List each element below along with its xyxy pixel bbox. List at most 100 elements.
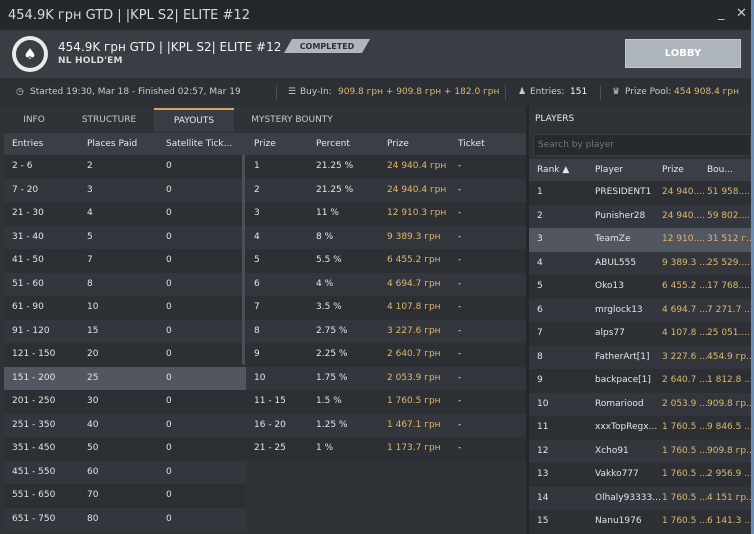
rank-cell: 13 (537, 469, 549, 479)
player-row[interactable]: 6 mrglock13 4 694.7 ... 7 271.7 ... (529, 298, 751, 322)
player-row[interactable]: 15 Nanu1976 1 760.5 ... 6 141.3 ... (529, 510, 751, 534)
col-player[interactable]: Player (595, 165, 624, 175)
satellite-cell: 0 (166, 443, 172, 453)
col-rank[interactable]: Rank ▲ (537, 165, 570, 175)
bounty-cell: 31 512 г... (707, 234, 751, 244)
place-cell: 21 - 25 (254, 443, 286, 453)
tab-payouts[interactable]: PAYOUTS (154, 108, 234, 132)
place-cell: 9 (254, 349, 260, 359)
places-paid-cell: 50 (87, 443, 99, 453)
window-frame-edge (751, 0, 754, 534)
title-bar: 454.9K грн GTD | |KPL S2| ELITE #12 _ ✕ (0, 0, 754, 30)
col-entries[interactable]: Entries (12, 139, 44, 149)
col-places-paid[interactable]: Places Paid (87, 139, 138, 149)
payout-row[interactable]: 121 - 150 20 0 9 2.25 % 2 640.7 грн - (4, 343, 526, 367)
player-row[interactable]: 4 ABUL555 9 389.3 ... 25 529.... (529, 251, 751, 275)
payout-row[interactable]: 91 - 120 15 0 8 2.75 % 3 227.6 грн - (4, 319, 526, 343)
col-prize-place[interactable]: Prize (254, 139, 276, 149)
prize-cell: 24 940.4 грн (387, 161, 447, 171)
player-row[interactable]: 11 xxxTopRegx... 1 760.5 ... 9 846.5 ... (529, 416, 751, 440)
table-scrollbar[interactable] (242, 155, 245, 365)
player-row[interactable]: 5 Oko13 6 455.2 ... 17 768.... (529, 275, 751, 299)
ticket-cell: - (458, 396, 462, 406)
player-prize-cell: 6 455.2 ... (662, 281, 708, 291)
prize-cell: 2 053.9 грн (387, 372, 441, 383)
prize-cell: 4 694.7 грн (387, 278, 441, 289)
prize-row-bg (246, 343, 526, 367)
player-row[interactable]: 9 backpace[1] 2 640.7 ... 1 812.8 ... (529, 369, 751, 393)
player-row[interactable]: 13 Vakko777 1 760.5 ... 2 956.9 ... (529, 463, 751, 487)
payout-row[interactable]: 2 - 6 2 0 1 21.25 % 24 940.4 грн - (4, 155, 526, 179)
payout-row[interactable]: 61 - 90 10 0 7 3.5 % 4 107.8 грн - (4, 296, 526, 320)
player-row[interactable]: 8 FatherArt[1] 3 227.6 ... 454.9 гр... (529, 345, 751, 369)
player-prize-cell: 4 694.7 ... (662, 304, 708, 315)
entries-cell: 21 - 30 (12, 208, 44, 218)
col-ticket[interactable]: Ticket (458, 139, 485, 149)
payout-row[interactable]: 201 - 250 30 0 11 - 15 1.5 % 1 760.5 грн - (4, 390, 526, 414)
panel-divider (526, 106, 529, 534)
user-icon: ♟ (518, 87, 527, 97)
payout-row[interactable]: 251 - 350 40 0 16 - 20 1.25 % 1 467.1 грн - (4, 413, 526, 437)
player-row[interactable]: 3 TeamZe 12 910.... 31 512 г... (529, 228, 751, 252)
col-satellite-tickets[interactable]: Satellite Tick... (166, 139, 233, 149)
payout-row[interactable]: 21 - 30 4 0 3 11 % 12 910.3 грн - (4, 202, 526, 226)
entries-cell: 251 - 350 (12, 419, 56, 430)
tab-structure[interactable]: STRUCTURE (81, 115, 137, 125)
trophy-icon: ♛ (612, 87, 621, 97)
places-paid-cell: 7 (87, 255, 93, 265)
col-prize-amount[interactable]: Prize (387, 139, 409, 149)
tab-info[interactable]: INFO (23, 115, 45, 125)
player-row[interactable]: 1 PRESIDENT1 24 940.... 51 958.... (529, 181, 751, 205)
percent-cell: 1.25 % (316, 419, 348, 430)
payout-row[interactable]: 41 - 50 7 0 5 5.5 % 6 455.2 грн - (4, 249, 526, 273)
close-button[interactable]: ✕ (736, 6, 747, 21)
rank-cell: 8 (537, 351, 543, 362)
payout-row[interactable]: 151 - 200 25 0 10 1.75 % 2 053.9 грн - (4, 366, 526, 390)
divider (600, 85, 601, 100)
player-name-cell: ABUL555 (595, 257, 637, 268)
places-paid-cell: 8 (87, 278, 93, 289)
ticket-cell: - (458, 302, 462, 312)
payout-row[interactable]: 451 - 550 60 0 (4, 460, 526, 484)
prize-cell: 4 107.8 грн (387, 302, 441, 312)
schedule-text: Started 19:30, Mar 18 - Finished 02:57, … (30, 87, 241, 97)
payout-row[interactable]: 651 - 750 80 0 (4, 507, 526, 530)
player-row[interactable]: 10 Romariood 2 053.9 ... 909.8 гр... (529, 392, 751, 416)
players-panel: PLAYERS Rank ▲ Player Prize Bou... 1 PRES… (529, 106, 751, 534)
payout-row[interactable]: 551 - 650 70 0 (4, 484, 526, 508)
places-paid-cell: 40 (87, 419, 99, 430)
places-paid-cell: 10 (87, 302, 99, 312)
prize-row-bg (246, 225, 526, 249)
prize-cell: 1 467.1 грн (387, 419, 441, 430)
player-search-input[interactable] (533, 134, 751, 156)
player-row[interactable]: 2 Punisher28 24 940.... 59 802.... (529, 204, 751, 228)
player-name-cell: alps77 (595, 328, 625, 338)
lobby-button[interactable]: LOBBY (625, 39, 741, 68)
col-percent[interactable]: Percent (316, 139, 350, 149)
payout-row[interactable]: 351 - 450 50 0 21 - 25 1 % 1 173.7 грн - (4, 437, 526, 461)
satellite-cell: 0 (166, 372, 172, 383)
player-row[interactable]: 14 Olhaly93333... 1 760.5 ... 4 151 гр... (529, 486, 751, 510)
empty-area (246, 460, 526, 484)
prize-row-bg (246, 437, 526, 461)
minimize-button[interactable]: _ (718, 6, 725, 21)
payout-row[interactable]: 31 - 40 5 0 4 8 % 9 389.3 грн - (4, 225, 526, 249)
col-bounty[interactable]: Bou... (707, 165, 733, 175)
percent-cell: 21.25 % (316, 184, 354, 195)
percent-cell: 1 % (316, 443, 334, 453)
payout-row[interactable]: 51 - 60 8 0 6 4 % 4 694.7 грн - (4, 272, 526, 296)
col-player-prize[interactable]: Prize (662, 165, 684, 175)
tab-mystery-bounty[interactable]: MYSTERY BOUNTY (251, 115, 333, 125)
player-name-cell: Romariood (595, 398, 644, 409)
player-row[interactable]: 7 alps77 4 107.8 ... 25 051.... (529, 322, 751, 346)
places-paid-cell: 3 (87, 184, 93, 195)
player-row[interactable]: 12 Xcho91 1 760.5 ... 909.8 гр... (529, 439, 751, 463)
ticket-cell: - (458, 231, 462, 242)
prizepool-value: 454 908.4 грн (674, 87, 739, 97)
player-name-cell: Nanu1976 (595, 516, 642, 526)
player-name-cell: Xcho91 (595, 445, 629, 456)
clock-icon: ◷ (16, 87, 24, 97)
percent-cell: 1.75 % (316, 372, 348, 383)
payout-row[interactable]: 7 - 20 3 0 2 21.25 % 24 940.4 грн - (4, 178, 526, 202)
prize-row-bg (246, 202, 526, 226)
